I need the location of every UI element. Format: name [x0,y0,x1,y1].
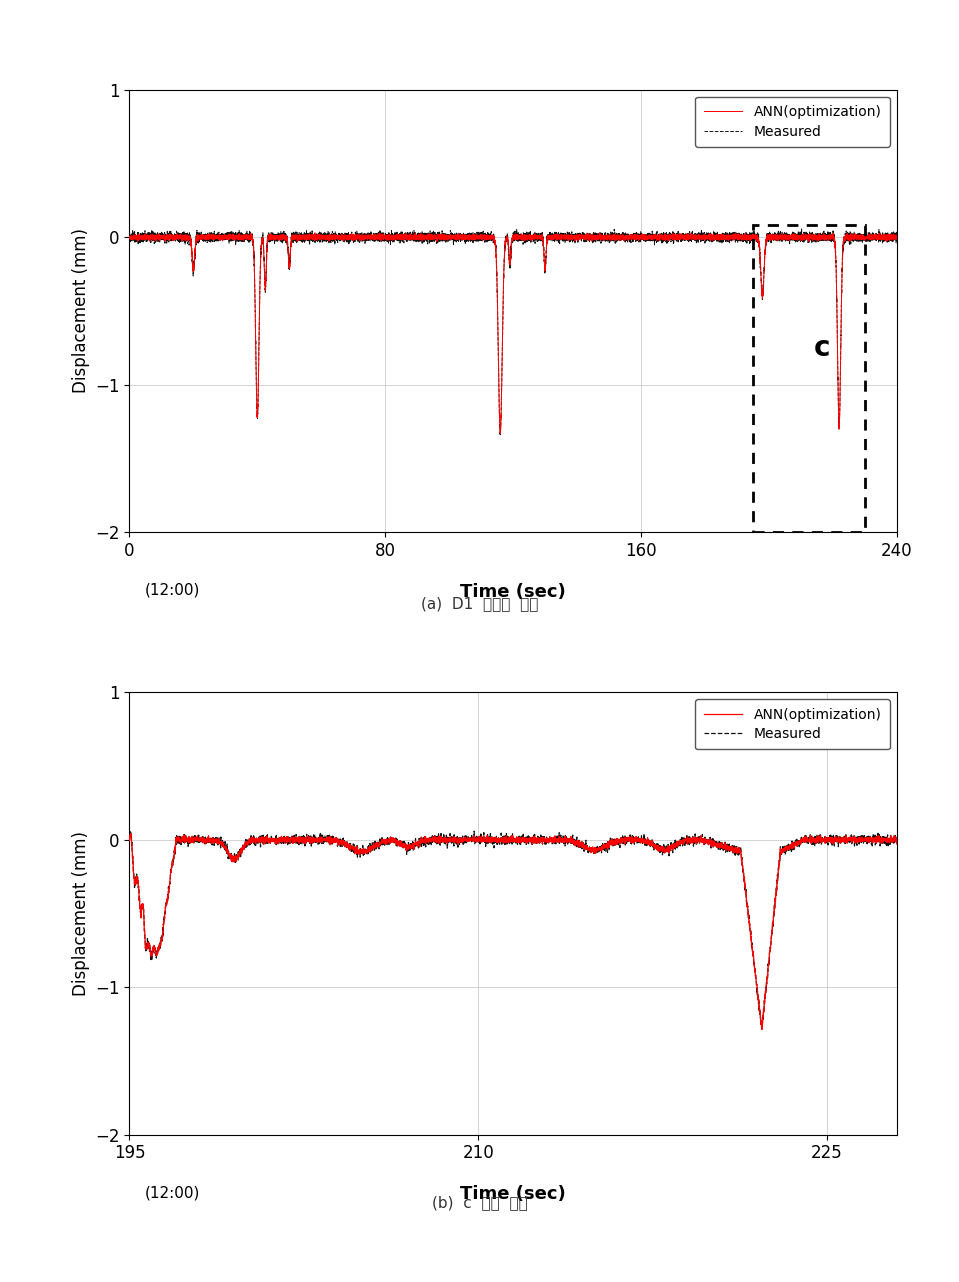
Measured [584,842,596,858]
ANN(optimization) [889,229,901,245]
ANN(optimization) [756,1022,767,1037]
Measured [614,228,625,244]
Text: Time (sec): Time (sec) [460,583,566,601]
ANN(optimization) [622,831,634,846]
Y-axis label: Displacement (mm): Displacement (mm) [72,228,90,394]
ANN(optimization) [880,231,892,246]
Line: ANN(optimization): ANN(optimization) [129,233,897,433]
ANN(optimization) [790,229,802,245]
ANN(optimization) [811,231,823,246]
Measured [696,831,708,846]
ANN(optimization) [124,832,135,847]
ANN(optimization) [495,426,506,441]
ANN(optimization) [309,226,320,241]
Line: ANN(optimization): ANN(optimization) [129,833,897,1029]
Measured [796,222,807,237]
Text: Time (sec): Time (sec) [460,1186,566,1204]
Legend: ANN(optimization), Measured: ANN(optimization), Measured [695,699,890,750]
Text: (12:00): (12:00) [145,583,200,597]
Measured [495,427,506,442]
Legend: ANN(optimization), Measured: ANN(optimization), Measured [695,96,890,147]
Measured [891,227,902,242]
Text: (b)  c  구역  확대: (b) c 구역 확대 [432,1195,527,1210]
Text: (12:00): (12:00) [145,1186,200,1200]
Y-axis label: Displacement (mm): Displacement (mm) [72,831,90,996]
Bar [753,226,865,532]
Text: (a)  D1  지점의  변위: (a) D1 지점의 변위 [421,596,538,612]
Measured [622,831,634,846]
Measured [417,835,429,850]
ANN(optimization) [891,836,902,851]
Measured [469,229,480,245]
Measured [790,231,802,246]
Measured [468,823,480,838]
Line: Measured: Measured [129,229,897,435]
Measured [263,835,274,850]
Measured [880,232,892,247]
ANN(optimization) [263,831,274,846]
ANN(optimization) [469,228,480,244]
Measured [124,229,135,245]
ANN(optimization) [417,832,429,847]
ANN(optimization) [755,1009,766,1024]
ANN(optimization) [614,232,625,247]
ANN(optimization) [584,842,596,858]
Measured [756,1020,767,1036]
ANN(optimization) [125,826,136,841]
Line: Measured: Measured [129,831,897,1028]
Measured [889,232,901,247]
ANN(optimization) [891,229,902,245]
Text: c: c [814,333,830,362]
Measured [755,1009,766,1024]
Measured [124,832,135,847]
ANN(optimization) [124,231,135,246]
ANN(optimization) [696,831,708,846]
Measured [811,231,823,246]
Measured [891,837,902,853]
